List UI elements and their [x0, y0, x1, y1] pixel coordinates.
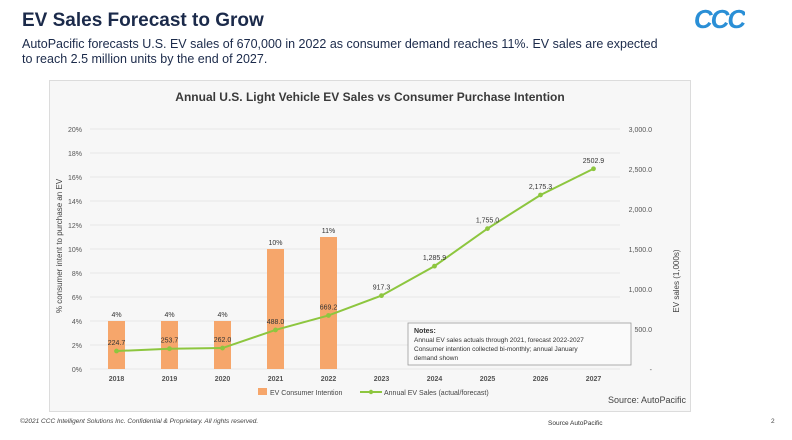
line-point [485, 226, 490, 232]
left-axis-ticks: 0% 2% 4% 6% 8% 10% 12% 14% 16% 18% 20% [68, 127, 82, 374]
x-axis-ticks: 2018 2019 2020 2021 2022 2023 2024 2025 2026 2027 [109, 376, 602, 383]
notes-line: demand shown [414, 355, 458, 362]
bar [267, 249, 284, 369]
page-number: 2 [771, 418, 775, 425]
x-tick-label: 2023 [374, 376, 390, 383]
logo-text: CCC [694, 6, 745, 32]
notes-heading: Notes: [414, 328, 436, 335]
left-tick-label: 16% [68, 175, 82, 182]
x-tick-label: 2025 [480, 376, 496, 383]
bar-label: 11% [322, 228, 336, 235]
line-label: 2,175.3 [529, 184, 552, 191]
line-point [114, 348, 119, 354]
footer-copyright: ©2021 CCC Intelligent Solutions Inc. Con… [20, 418, 259, 425]
notes-line: Annual EV sales actuals through 2021, fo… [414, 337, 584, 344]
legend-line-marker [368, 389, 374, 395]
bar-label: 4% [111, 312, 121, 319]
line-point [273, 327, 278, 333]
right-tick-label: 2,000.0 [629, 207, 652, 214]
x-tick-label: 2027 [586, 376, 602, 383]
page-subtitle: AutoPacific forecasts U.S. EV sales of 6… [22, 37, 658, 66]
legend-line-label: Annual EV Sales (actual/forecast) [384, 390, 489, 397]
right-tick-label: 3,000.0 [629, 127, 652, 134]
footer-source: Source AutoPacific [548, 420, 603, 427]
line-point [432, 263, 437, 269]
right-axis-label: EV sales (1,000s) [672, 249, 681, 312]
line-label: 917.3 [373, 285, 391, 292]
x-tick-label: 2024 [427, 376, 443, 383]
line-label: 488.0 [267, 319, 285, 326]
chart-title: Annual U.S. Light Vehicle EV Sales vs Co… [175, 90, 564, 104]
line-label: 1,755.0 [476, 218, 499, 225]
x-tick-label: 2022 [321, 376, 337, 383]
bar-label: 4% [164, 312, 174, 319]
line-point [326, 313, 331, 318]
left-axis-label: % consumer intent to purchase an EV [55, 178, 64, 313]
chart-gridlines [90, 128, 620, 370]
line-label: 224.7 [108, 340, 126, 347]
sales-line [116, 167, 594, 353]
bar-series: 4% 4% 4% 10% 11% [108, 228, 337, 369]
right-tick-label: 2,500.0 [629, 167, 652, 174]
line-point [538, 192, 543, 198]
ev-sales-chart: Annual U.S. Light Vehicle EV Sales vs Co… [55, 90, 687, 405]
left-tick-label: 12% [68, 223, 82, 230]
x-tick-label: 2018 [109, 376, 125, 383]
ccc-logo: CCC [694, 6, 745, 32]
left-tick-label: 0% [72, 367, 82, 374]
line-point [591, 166, 596, 172]
legend-bar-swatch [258, 388, 267, 395]
legend-bar-label: EV Consumer Intention [270, 390, 342, 397]
bar [108, 321, 125, 369]
left-tick-label: 6% [72, 295, 82, 302]
left-tick-label: 8% [72, 271, 82, 278]
left-tick-label: 20% [68, 127, 82, 134]
line-point [167, 346, 172, 352]
right-tick-label: 1,000.0 [629, 287, 652, 294]
left-tick-label: 18% [68, 151, 82, 158]
line-series: 224.7 253.7 262.0 488.0 669.2 917.3 1,285.9 1,7… [108, 158, 605, 354]
left-tick-label: 10% [68, 247, 82, 254]
page-title: EV Sales Forecast to Grow [22, 10, 264, 31]
line-label: 2502.9 [583, 158, 605, 165]
notes-line: Consumer intention collected bi-monthly;… [414, 346, 578, 353]
x-tick-label: 2021 [268, 376, 284, 383]
bar [214, 321, 231, 369]
right-axis-ticks: - 500.0 1,000.0 1,500.0 2,000.0 2,500.0 3,000.… [629, 127, 653, 374]
bar [161, 321, 178, 369]
bar [320, 237, 337, 369]
chart-panel: Annual U.S. Light Vehicle EV Sales vs Co… [49, 80, 691, 412]
line-label: 669.2 [320, 304, 338, 311]
line-point [220, 345, 225, 351]
chart-legend: EV Consumer Intention Annual EV Sales (a… [258, 388, 489, 397]
left-tick-label: 2% [72, 343, 82, 350]
x-tick-label: 2019 [162, 376, 178, 383]
right-tick-label: 1,500.0 [629, 247, 652, 254]
bar-label: 4% [217, 312, 227, 319]
line-label: 253.7 [161, 338, 179, 345]
chart-source: Source: AutoPacific [608, 395, 687, 405]
right-tick-label: 500.0 [634, 327, 652, 334]
line-label: 1,285.9 [423, 255, 446, 262]
right-tick-label: - [650, 367, 653, 374]
bar-label: 10% [268, 240, 282, 247]
line-label: 262.0 [214, 337, 232, 344]
notes-box: Notes: Annual EV sales actuals through 2… [407, 322, 632, 366]
x-tick-label: 2026 [533, 376, 549, 383]
left-tick-label: 4% [72, 319, 82, 326]
x-tick-label: 2020 [215, 376, 231, 383]
line-point [379, 293, 384, 299]
left-tick-label: 14% [68, 199, 82, 206]
